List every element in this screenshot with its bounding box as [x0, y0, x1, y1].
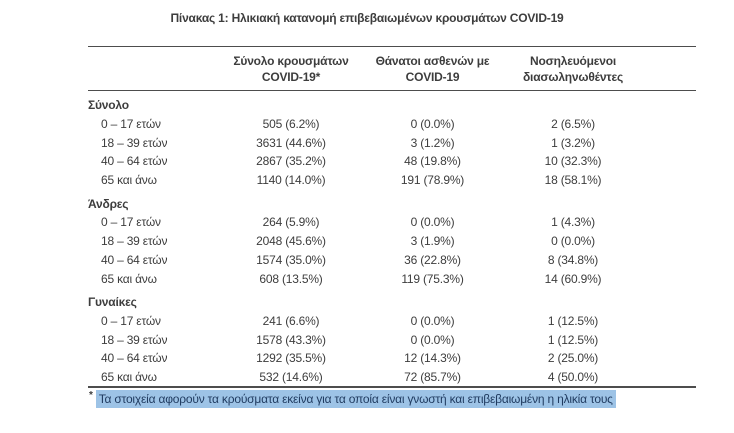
age-group-label: 40 – 64 ετών	[101, 252, 168, 267]
intubated-cell: 2 (25.0%)	[547, 351, 599, 366]
table-row: 0 – 17 ετών 505 (6.2%) 0 (0.0%) 2 (6.5%)	[88, 115, 696, 134]
age-group-label: 0 – 17 ετών	[101, 313, 161, 328]
deaths-cell: 0 (0.0%)	[410, 313, 455, 328]
deaths-cell: 36 (22.8%)	[404, 252, 461, 267]
age-group-label: 65 και άνω	[101, 271, 157, 286]
header-row: Σύνολο κρουσμάτων COVID-19* Θάνατοι ασθε…	[88, 46, 696, 91]
deaths-cell: 191 (78.9%)	[400, 173, 465, 188]
intubated-cell: 10 (32.3%)	[544, 154, 602, 169]
empty-header-cell	[88, 46, 219, 91]
col-header-line: COVID-19	[405, 70, 460, 84]
intubated-cell: 2 (6.5%)	[551, 117, 595, 132]
intubated-cell: 1 (3.2%)	[551, 135, 595, 150]
deaths-cell: 3 (1.9%)	[410, 234, 455, 249]
table-title: Πίνακας 1: Ηλικιακή κατανομή επιβεβαιωμέ…	[170, 11, 564, 25]
col-header-total-cases: Σύνολο κρουσμάτων COVID-19*	[219, 46, 363, 91]
table-row: 65 και άνω 608 (13.5%) 119 (75.3%) 14 (6…	[88, 269, 696, 288]
section-name: Γυναίκες	[88, 295, 137, 310]
table-row: 18 – 39 ετών 1578 (43.3%) 0 (0.0%) 1 (12…	[88, 330, 696, 349]
table-row: 40 – 64 ετών 1574 (35.0%) 36 (22.8%) 8 (…	[88, 251, 696, 270]
cases-cell: 1574 (35.0%)	[256, 252, 326, 267]
age-group-label: 40 – 64 ετών	[101, 154, 168, 169]
cases-cell: 3631 (44.6%)	[256, 135, 326, 150]
age-group-label: 18 – 39 ετών	[101, 234, 168, 249]
age-group-label: 18 – 39 ετών	[101, 332, 168, 347]
intubated-cell: 1 (12.5%)	[547, 332, 599, 347]
table-row: 40 – 64 ετών 2867 (35.2%) 48 (19.8%) 10 …	[88, 152, 696, 171]
table-row: 18 – 39 ετών 2048 (45.6%) 3 (1.9%) 0 (0.…	[88, 232, 696, 251]
intubated-cell: 8 (34.8%)	[547, 252, 599, 267]
deaths-cell: 0 (0.0%)	[410, 117, 455, 132]
table-row: 0 – 17 ετών 241 (6.6%) 0 (0.0%) 1 (12.5%…	[88, 312, 696, 331]
deaths-cell: 12 (14.3%)	[404, 351, 461, 366]
age-group-label: 40 – 64 ετών	[101, 351, 168, 366]
table-row: 65 και άνω 1140 (14.0%) 191 (78.9%) 18 (…	[88, 171, 696, 190]
intubated-cell: 18 (58.1%)	[544, 173, 602, 188]
col-header-deaths: Θάνατοι ασθενών με COVID-19	[363, 46, 502, 91]
cases-cell: 1140 (14.0%)	[256, 173, 326, 188]
col-header-line: COVID-19*	[261, 70, 321, 84]
cases-cell: 608 (13.5%)	[259, 271, 323, 286]
cases-cell: 2048 (45.6%)	[256, 234, 326, 249]
table-row: 0 – 17 ετών 264 (5.9%) 0 (0.0%) 1 (4.3%)	[88, 213, 696, 232]
col-header-line: διασωληνωθέντες	[522, 70, 623, 84]
intubated-cell: 14 (60.9%)	[544, 271, 602, 286]
footnote: * Τα στοιχεία αφορούν τα κρούσματα εκείνα…	[89, 390, 616, 408]
covid-age-distribution-table: Σύνολο κρουσμάτων COVID-19* Θάνατοι ασθε…	[88, 46, 696, 389]
col-header-line: Θάνατοι ασθενών με	[375, 54, 490, 68]
age-group-label: 65 και άνω	[101, 173, 157, 188]
cases-cell: 1578 (43.3%)	[256, 332, 326, 347]
deaths-cell: 119 (75.3%)	[401, 271, 464, 286]
cases-cell: 532 (14.6%)	[259, 369, 323, 384]
col-header-intubated: Νοσηλευόμενοι διασωληνωθέντες	[502, 46, 696, 91]
col-header-line: Νοσηλευόμενοι	[530, 54, 616, 68]
intubated-cell: 1 (4.3%)	[551, 215, 595, 230]
deaths-cell: 0 (0.0%)	[410, 215, 455, 230]
age-group-label: 0 – 17 ετών	[101, 117, 161, 132]
intubated-cell: 0 (0.0%)	[551, 234, 595, 249]
col-header-line: Σύνολο κρουσμάτων	[233, 54, 349, 68]
cases-cell: 505 (6.2%)	[262, 117, 320, 132]
table-row: 65 και άνω 532 (14.6%) 72 (85.7%) 4 (50.…	[88, 368, 696, 388]
section-name: Σύνολο	[88, 98, 129, 113]
deaths-cell: 0 (0.0%)	[410, 332, 455, 347]
deaths-cell: 48 (19.8%)	[404, 154, 461, 169]
section-header-total: Σύνολο	[88, 91, 696, 115]
table-row: 40 – 64 ετών 1292 (35.5%) 12 (14.3%) 2 (…	[88, 349, 696, 368]
deaths-cell: 72 (85.7%)	[404, 369, 461, 384]
cases-cell: 241 (6.6%)	[262, 313, 320, 328]
deaths-cell: 3 (1.2%)	[410, 135, 455, 150]
intubated-cell: 1 (12.5%)	[547, 313, 599, 328]
age-group-label: 65 και άνω	[101, 369, 157, 384]
cases-cell: 1292 (35.5%)	[256, 351, 326, 366]
age-group-label: 0 – 17 ετών	[101, 215, 161, 230]
footnote-text: Τα στοιχεία αφορούν τα κρούσματα εκείνα …	[95, 390, 616, 408]
intubated-cell: 4 (50.0%)	[547, 369, 599, 384]
table-row: 18 – 39 ετών 3631 (44.6%) 3 (1.2%) 1 (3.…	[88, 133, 696, 152]
cases-cell: 264 (5.9%)	[262, 215, 320, 230]
age-group-label: 18 – 39 ετών	[101, 135, 168, 150]
footnote-asterisk: *	[89, 390, 93, 401]
section-name: Άνδρες	[88, 196, 129, 211]
cases-cell: 2867 (35.2%)	[256, 154, 326, 169]
section-header-women: Γυναίκες	[88, 288, 696, 312]
section-header-men: Άνδρες	[88, 189, 696, 213]
